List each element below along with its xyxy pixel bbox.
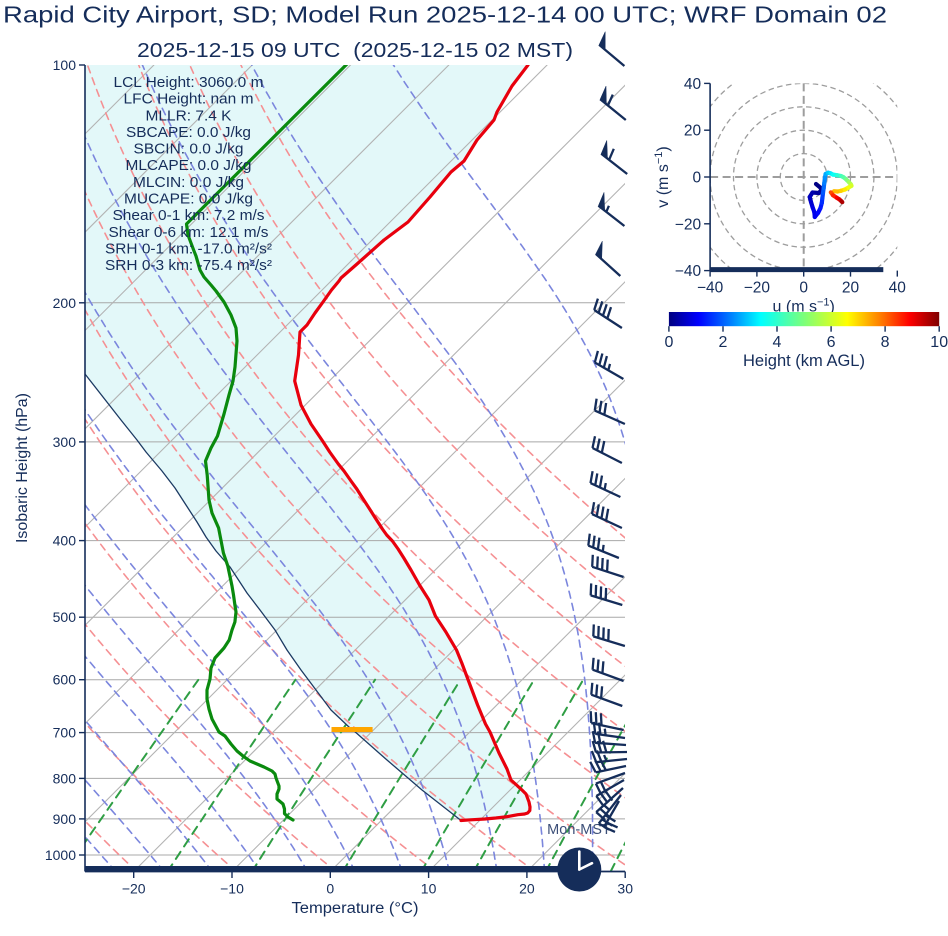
svg-text:Height (km AGL): Height (km AGL): [743, 352, 865, 370]
svg-text:0: 0: [326, 881, 334, 897]
svg-text:MLCIN: 0.0 J/kg: MLCIN: 0.0 J/kg: [133, 175, 244, 191]
svg-text:−20: −20: [122, 881, 146, 897]
svg-text:10: 10: [421, 881, 437, 897]
svg-text:Isobaric Height (hPa): Isobaric Height (hPa): [14, 393, 31, 543]
svg-text:500: 500: [53, 609, 77, 625]
svg-text:SRH 0-1 km: -17.0 m²/s²: SRH 0-1 km: -17.0 m²/s²: [105, 242, 272, 258]
svg-text:−40: −40: [697, 280, 724, 297]
svg-text:SBCIN: 0.0 J/kg: SBCIN: 0.0 J/kg: [134, 142, 244, 158]
svg-text:600: 600: [53, 672, 77, 688]
svg-text:Temperature (°C): Temperature (°C): [292, 900, 419, 917]
svg-text:30: 30: [617, 881, 633, 897]
svg-text:SRH 0-3 km: -75.4 m²/s²: SRH 0-3 km: -75.4 m²/s²: [105, 258, 272, 274]
svg-text:8: 8: [881, 334, 890, 351]
svg-text:Shear 0-6 km: 12.1 m/s: Shear 0-6 km: 12.1 m/s: [109, 225, 269, 241]
svg-text:LCL Height: 3060.0 m: LCL Height: 3060.0 m: [114, 75, 264, 91]
svg-text:−20: −20: [744, 280, 771, 297]
svg-text:Shear 0-1 km: 7.2 m/s: Shear 0-1 km: 7.2 m/s: [113, 208, 265, 224]
svg-text:2025-12-15 09 UTC (2025-12-15: 2025-12-15 09 UTC (2025-12-15 02 MST): [137, 40, 573, 62]
svg-text:20: 20: [684, 123, 702, 140]
svg-text:MLCAPE: 0.0 J/kg: MLCAPE: 0.0 J/kg: [126, 158, 252, 174]
svg-text:400: 400: [53, 533, 77, 549]
svg-text:LFC Height: nan m: LFC Height: nan m: [124, 92, 254, 108]
svg-text:100: 100: [53, 57, 77, 73]
svg-text:0: 0: [664, 334, 673, 351]
svg-text:Rapid City Airport, SD; Model: Rapid City Airport, SD; Model Run 2025-1…: [3, 2, 887, 28]
svg-text:MUCAPE: 0.0 J/kg: MUCAPE: 0.0 J/kg: [124, 192, 253, 208]
svg-text:MLLR: 7.4 K: MLLR: 7.4 K: [146, 108, 232, 124]
svg-text:200: 200: [53, 295, 77, 311]
svg-text:0: 0: [799, 280, 808, 297]
svg-text:10: 10: [930, 334, 948, 351]
svg-text:Mon-MST: Mon-MST: [547, 822, 611, 838]
svg-text:40: 40: [889, 280, 907, 297]
svg-text:40: 40: [684, 76, 702, 93]
svg-text:0: 0: [692, 170, 701, 187]
svg-text:1000: 1000: [45, 847, 76, 863]
svg-text:−20: −20: [675, 216, 702, 233]
svg-text:20: 20: [842, 280, 860, 297]
svg-text:2: 2: [719, 334, 728, 351]
svg-text:300: 300: [53, 434, 77, 450]
svg-text:−10: −10: [220, 881, 244, 897]
svg-text:SBCAPE: 0.0 J/kg: SBCAPE: 0.0 J/kg: [126, 125, 251, 141]
svg-text:800: 800: [53, 770, 77, 786]
svg-text:6: 6: [827, 334, 836, 351]
svg-text:4: 4: [773, 334, 782, 351]
svg-text:900: 900: [53, 811, 77, 827]
svg-text:−40: −40: [675, 263, 702, 280]
svg-text:20: 20: [519, 881, 535, 897]
svg-text:700: 700: [53, 725, 77, 741]
